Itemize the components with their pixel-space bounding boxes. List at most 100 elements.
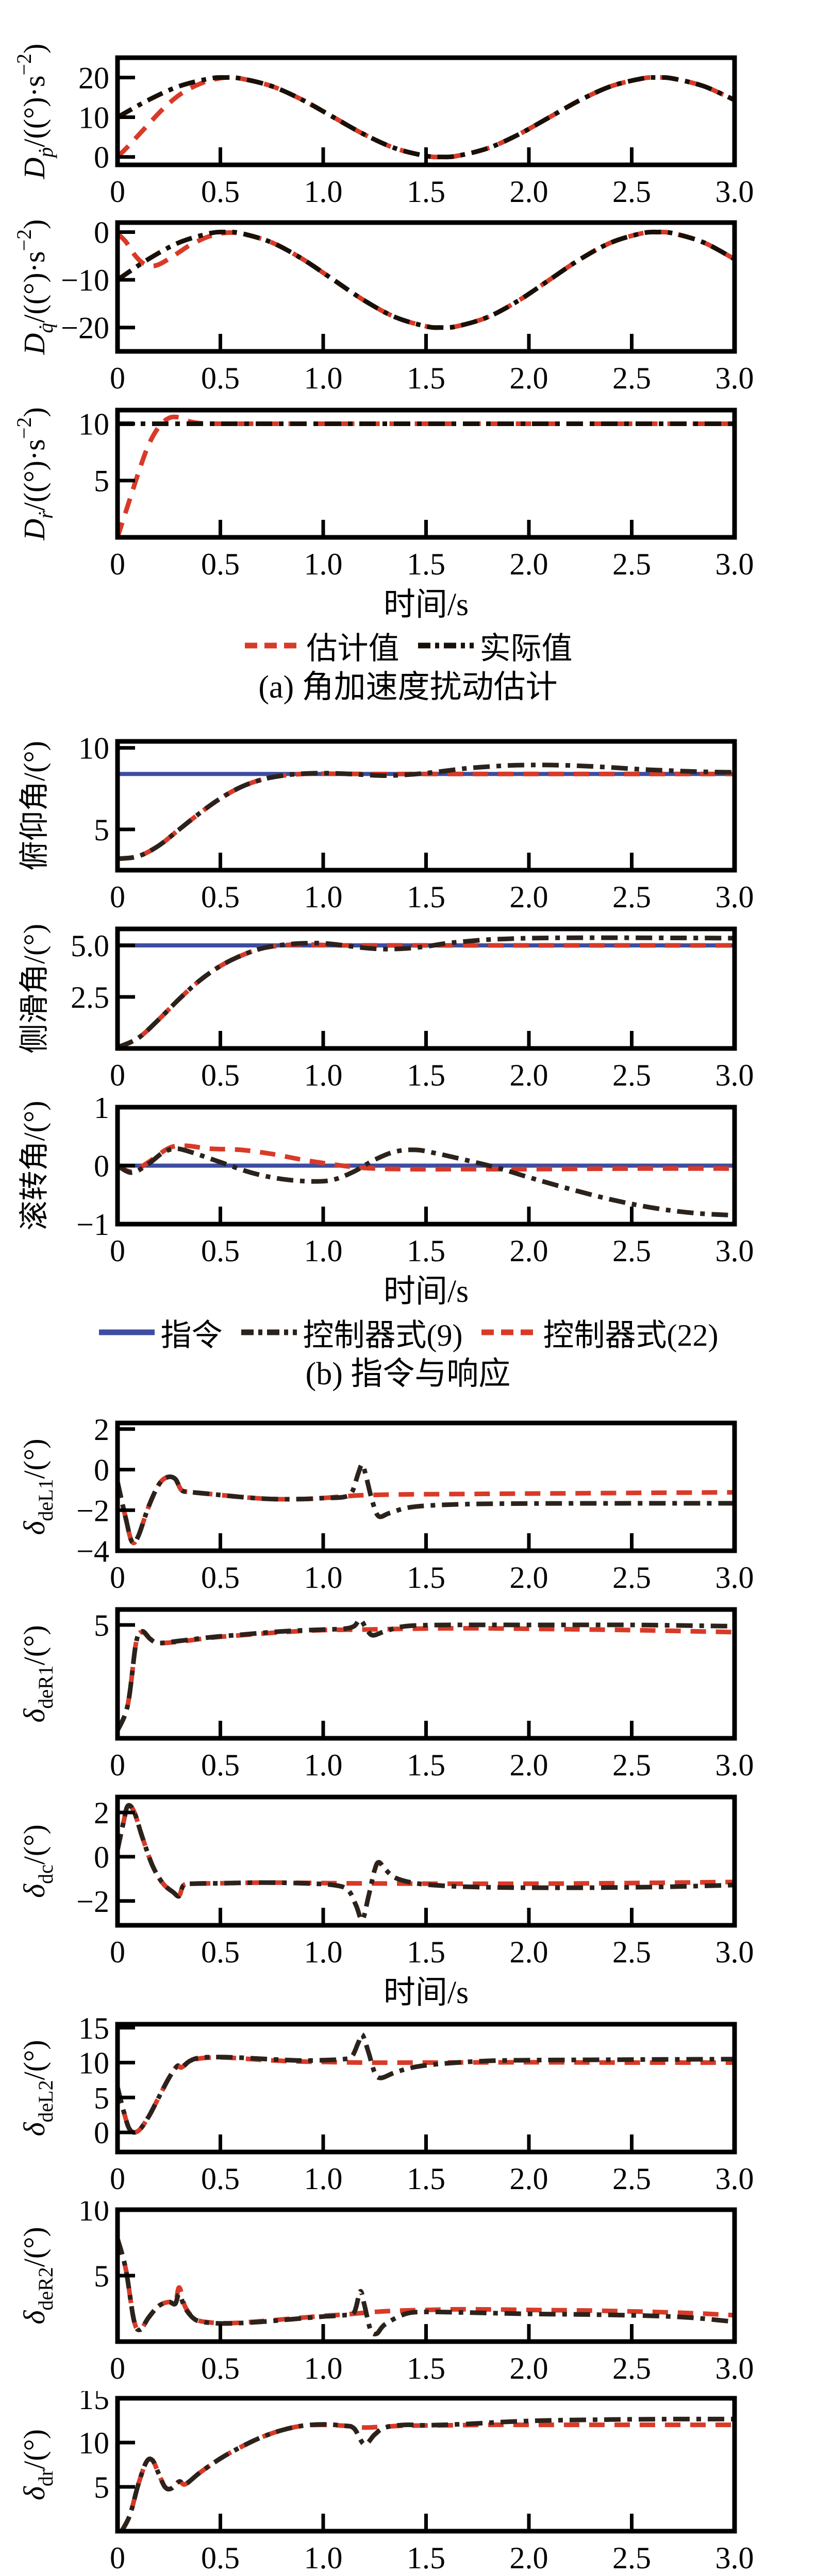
plot-box	[115, 2022, 737, 2155]
y-axis-label: 滚转角/(°)	[18, 1101, 51, 1231]
x-tick-label: 3.0	[715, 880, 754, 914]
x-tick-label: 0	[110, 361, 125, 395]
x-tick-label: 2.0	[510, 2351, 548, 2385]
y-axis-label: δdeR1/(°)	[18, 1625, 57, 1722]
series-controller9	[118, 935, 735, 1048]
subplot-Dp: 0 10 20 0 0.5 1.0 1.5 2.0 2.5 3.0 Dṗ/((°)·s−2)	[12, 44, 754, 209]
x-tick-label: 1.5	[407, 2162, 445, 2196]
x-axis-label: 时间/s	[383, 587, 469, 622]
plot-box	[115, 1607, 737, 1741]
x-tick-label: 2.0	[510, 1935, 548, 1969]
x-tick-label: 3.0	[715, 1058, 754, 1092]
y-tick-label: 10	[78, 732, 109, 766]
y-axis-label: δdr/(°)	[18, 2429, 57, 2500]
y-tick-label: 0	[94, 216, 109, 250]
controller9-line-sample	[241, 1329, 297, 1335]
x-tick-label: 1.5	[407, 2541, 445, 2575]
y-tick-label: 10	[78, 101, 109, 135]
x-tick-label: 1.5	[407, 1561, 445, 1595]
x-tick-label: 1.0	[304, 1935, 343, 1969]
series-estimate	[118, 229, 735, 330]
x-tick-label: 3.0	[715, 547, 754, 581]
y-axis-label: δdeR2/(°)	[18, 2227, 57, 2324]
y-axis-label: Dṙ/((°)·s−2)	[12, 407, 57, 541]
x-tick-label: 0.5	[201, 1058, 240, 1092]
estimate-line-sample	[244, 642, 301, 649]
x-tick-label: 3.0	[715, 1935, 754, 1969]
x-tick-label: 0.5	[201, 1935, 240, 1969]
x-tick-label: 2.5	[612, 1935, 651, 1969]
series-controller22	[118, 1474, 735, 1546]
series-actual	[118, 229, 735, 330]
y-tick-label: 2.5	[71, 980, 109, 1014]
y-axis-label: 侧滑角/(°)	[18, 924, 51, 1054]
y-tick-label: −10	[61, 263, 109, 297]
legend-a: 估计值 实际值	[0, 624, 816, 667]
subplot-Dr: 5 10 0 0.5 1.0 1.5 2.0 2.5 3.0 Dṙ/((°)·s−2)	[12, 407, 754, 581]
x-tick-label: 1.0	[304, 175, 343, 209]
series-controller22	[118, 2055, 735, 2135]
y-tick-label: 0	[94, 1149, 109, 1183]
series-controller9	[118, 2238, 735, 2336]
x-tick-label: 3.0	[715, 361, 754, 395]
x-tick-label: 1.0	[304, 880, 343, 914]
x-tick-label: 1.0	[304, 2162, 343, 2196]
y-tick-label: 10	[78, 2046, 109, 2080]
x-tick-label: 1.5	[407, 361, 445, 395]
x-tick-label: 0	[110, 1561, 125, 1595]
plot-box	[115, 1420, 737, 1553]
series-controller9	[118, 2032, 735, 2135]
series-controller22	[118, 942, 735, 1048]
legend-label-command: 指令	[160, 1318, 223, 1352]
y-tick-label: 5	[94, 1608, 109, 1642]
plot-box	[115, 1105, 737, 1227]
x-tick-label: 0	[110, 175, 125, 209]
x-tick-label: 0.5	[201, 175, 240, 209]
legend-item-controller22: 控制器式(22)	[480, 1310, 718, 1355]
x-tick-label: 0.5	[201, 2162, 240, 2196]
x-tick-label: 0.5	[201, 2351, 240, 2385]
x-axis-label: 时间/s	[383, 1274, 469, 1309]
y-axis-label: Dq̇/((°)·s−2)	[12, 219, 57, 355]
x-tick-label: 2.5	[612, 175, 651, 209]
x-tick-label: 2.0	[510, 1561, 548, 1595]
x-tick-label: 0	[110, 2162, 125, 2196]
x-tick-label: 1.5	[407, 547, 445, 581]
x-tick-label: 2.5	[612, 2162, 651, 2196]
x-tick-label: 3.0	[715, 2162, 754, 2196]
x-tick-label: 2.0	[510, 361, 548, 395]
x-tick-label: 0.5	[201, 2541, 240, 2575]
x-tick-label: 0	[110, 1234, 125, 1268]
x-tick-label: 0	[110, 2351, 125, 2385]
series-estimate	[118, 75, 735, 160]
x-tick-label: 0.5	[201, 880, 240, 914]
subplot-sideslip: 2.5 5.0 0 0.5 1.0 1.5 2.0 2.5 3.0 侧滑角/(°)	[18, 924, 754, 1092]
y-tick-label: 15	[78, 2014, 109, 2045]
y-tick-label: 5.0	[71, 929, 109, 963]
subplot-pitch: 5 10 0 0.5 1.0 1.5 2.0 2.5 3.0 俯仰角/(°)	[18, 732, 754, 914]
y-tick-label: 0	[94, 141, 109, 175]
plot-box	[115, 2396, 737, 2534]
x-tick-label: 0	[110, 1058, 125, 1092]
y-tick-label: −2	[76, 1494, 109, 1528]
x-tick-label: 1.0	[304, 361, 343, 395]
legend-label-estimate: 估计值	[306, 631, 399, 666]
series-controller9	[118, 1803, 735, 1922]
x-tick-label: 1.5	[407, 1234, 445, 1268]
x-tick-label: 0.5	[201, 1561, 240, 1595]
y-tick-label: 5	[94, 2470, 109, 2504]
x-tick-label: 2.0	[510, 1234, 548, 1268]
y-tick-label: −4	[76, 1534, 109, 1568]
x-tick-label: 0.5	[201, 547, 240, 581]
caption-b: (b) 指令与响应	[305, 1357, 511, 1392]
legend-item-actual: 实际值	[417, 623, 573, 668]
x-tick-label: 1.0	[304, 547, 343, 581]
y-tick-label: 0	[94, 1840, 109, 1874]
section-b: 5 10 0 0.5 1.0 1.5 2.0 2.5 3.0 俯仰角/(°) 2.5 5.0 0 0.5 1…	[0, 716, 816, 1402]
series-controller22	[118, 1803, 735, 1899]
y-tick-label: 5	[94, 2259, 109, 2293]
series-controller22	[118, 771, 735, 861]
series-controller22	[118, 2238, 735, 2332]
x-tick-label: 3.0	[715, 2541, 754, 2575]
